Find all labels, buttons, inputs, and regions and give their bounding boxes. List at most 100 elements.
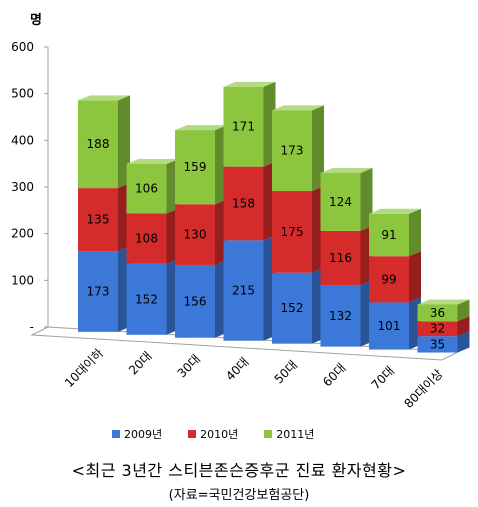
- bar-front: [223, 166, 264, 241]
- bar-front: [78, 188, 118, 252]
- chart-legend: 2009년 2010년 2011년: [112, 424, 372, 444]
- data-label: 158: [232, 197, 255, 211]
- bar-front: [320, 230, 361, 286]
- bar-side: [457, 316, 470, 337]
- legend-swatch-2010: [188, 430, 197, 438]
- y-tick-label: 200: [11, 227, 34, 241]
- bar-front: [223, 240, 264, 341]
- y-tick-label: 300: [11, 180, 34, 194]
- category-label: 40대: [223, 355, 252, 384]
- bar-top: [320, 168, 373, 174]
- data-label: 36: [430, 306, 445, 320]
- data-label: 152: [135, 292, 158, 306]
- legend-swatch-2009: [112, 430, 120, 438]
- bar-side: [409, 208, 421, 257]
- bar-side: [457, 331, 470, 353]
- bar-front: [272, 191, 312, 273]
- bar-front: [417, 304, 458, 322]
- category-label: 10대이하: [62, 346, 106, 390]
- data-label: 116: [329, 251, 352, 265]
- data-label: 175: [281, 225, 304, 239]
- bar-front: [78, 251, 118, 332]
- chart-bars: [78, 81, 470, 353]
- bar-top: [78, 95, 130, 101]
- data-label: 99: [381, 272, 396, 286]
- data-label: 108: [135, 232, 158, 246]
- y-tick-label: 500: [11, 87, 34, 101]
- bar-top: [272, 105, 324, 111]
- data-label: 215: [232, 284, 255, 298]
- bar-segment: [369, 208, 421, 257]
- bar-front: [78, 100, 118, 189]
- data-label: 32: [430, 322, 445, 336]
- bar-segment: [369, 251, 421, 303]
- bar-front: [126, 263, 167, 335]
- bar-top: [369, 208, 421, 214]
- data-label: 152: [281, 301, 304, 315]
- data-label: 124: [329, 195, 352, 209]
- data-label: 156: [184, 294, 207, 308]
- category-label: 30대: [175, 352, 204, 381]
- bar-front: [320, 285, 361, 347]
- data-label: 171: [232, 120, 255, 134]
- bar-segment: [223, 81, 276, 167]
- data-label: 35: [430, 337, 445, 351]
- bar-top: [175, 125, 227, 131]
- bar-segment: [78, 95, 130, 189]
- bar-front: [272, 110, 312, 192]
- data-label: 135: [87, 213, 110, 227]
- data-label: 130: [184, 228, 207, 242]
- bar-top: [417, 299, 470, 305]
- category-label: 60대: [320, 361, 349, 390]
- legend-label-2011: 2011년: [276, 428, 315, 441]
- bar-front: [272, 272, 312, 344]
- bar-front: [369, 213, 409, 257]
- bar-front: [175, 130, 215, 205]
- category-label: 70대: [369, 364, 398, 393]
- data-label: 159: [184, 160, 207, 174]
- data-label: 188: [87, 137, 110, 151]
- category-label: 50대: [272, 358, 301, 387]
- y-axis-unit: 명: [30, 12, 42, 28]
- bar-front: [126, 163, 167, 214]
- legend-label-2009: 2009년: [124, 428, 163, 441]
- bar-front: [417, 336, 458, 353]
- legend-swatch-2011: [264, 430, 273, 438]
- category-label: 80대이상: [402, 367, 446, 411]
- y-tick-label: 600: [11, 40, 34, 54]
- bar-front: [175, 264, 215, 338]
- bar-segment: [78, 183, 130, 252]
- legend-item-2009: 2009년: [112, 426, 162, 442]
- chart-source: (자료=국민건강보험공단): [168, 488, 310, 503]
- data-label: 173: [281, 144, 304, 158]
- data-label: 106: [135, 182, 158, 196]
- data-label: 173: [87, 284, 110, 298]
- data-label: 91: [381, 228, 396, 242]
- bar-side: [457, 299, 470, 322]
- bar-top: [126, 158, 179, 164]
- data-label: 101: [378, 319, 401, 333]
- bar-segment: [272, 105, 324, 192]
- bar-front: [369, 256, 409, 303]
- bar-front: [369, 302, 409, 350]
- bar-front: [320, 173, 361, 231]
- legend-label-2010: 2010년: [200, 428, 239, 441]
- y-tick-label: 400: [11, 133, 34, 147]
- legend-item-2011: 2011년: [264, 426, 314, 442]
- bar-side: [312, 105, 324, 192]
- bar-segment: [417, 316, 470, 337]
- bar-segment: [272, 267, 324, 344]
- data-label: 132: [329, 309, 352, 323]
- category-label: 20대: [126, 349, 155, 378]
- bar-segment: [417, 331, 470, 353]
- y-tick-label: -: [30, 320, 34, 334]
- chart-title: <최근 3년간 스티븐존슨증후군 진료 환자현황>: [71, 461, 407, 480]
- bar-front: [126, 213, 167, 264]
- y-tick-label: 100: [11, 273, 34, 287]
- bar-segment: [417, 299, 470, 322]
- bar-front: [417, 321, 458, 337]
- bar-side: [409, 251, 421, 303]
- bar-top: [223, 81, 276, 87]
- bar-front: [223, 86, 264, 167]
